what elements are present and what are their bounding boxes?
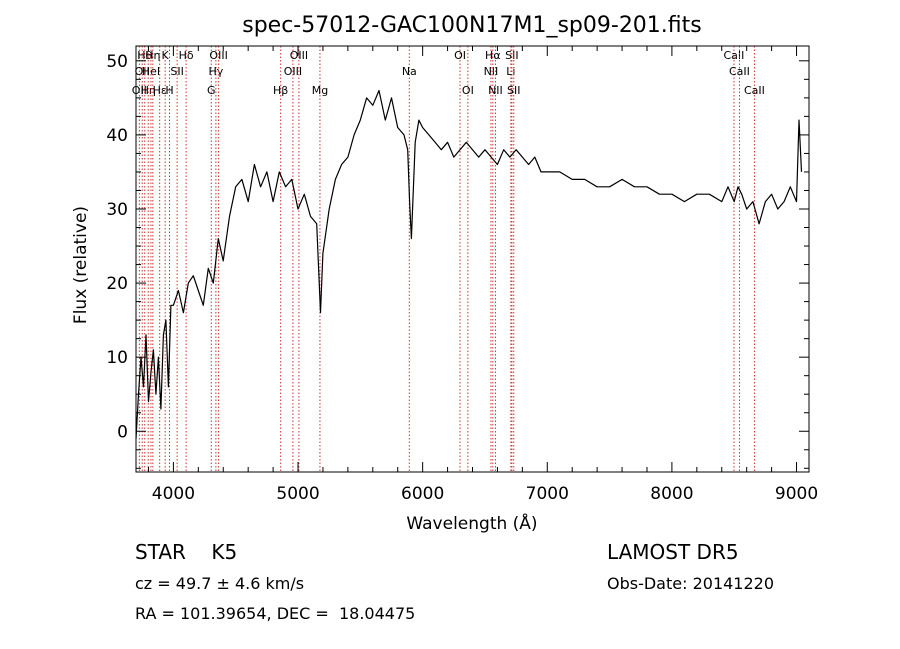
y-tick-label: 50 [106,52,128,72]
y-axis-label: Flux (relative) [71,206,91,324]
x-tick-label: 4000 [152,484,195,504]
line-marker-label: Hα [485,49,501,62]
line-marker-label: Li [506,65,515,78]
redshift-velocity: cz = 49.7 ± 4.6 km/s [135,574,305,593]
y-tick-label: 10 [106,348,128,368]
line-marker-label: G [207,84,216,97]
line-marker-label: Hε [153,84,167,97]
line-marker-label: NII [488,84,503,97]
line-marker-label: Na [402,65,417,78]
object-class: STAR K5 [135,540,237,564]
x-axis-label: Wavelength (Å) [406,512,537,534]
line-marker-label: Mg [312,84,328,97]
line-marker-label: OI [462,84,474,97]
x-tick-label: 9000 [775,484,818,504]
line-marker-label: SII [507,84,520,97]
plot-frame [135,45,810,473]
line-marker-label: OIII [209,49,227,62]
object-spacer [186,540,211,564]
line-marker-label: Hγ [208,65,223,78]
y-tick-label: 30 [106,200,128,220]
line-marker-label: SII [170,65,183,78]
line-marker-label: OII [135,65,150,78]
line-marker-label: Hη [141,84,156,97]
y-tick-label: 0 [117,422,128,442]
line-marker-label: Hθ [137,49,152,62]
x-tick-label: 7000 [526,484,569,504]
line-marker-label: OIII [284,65,302,78]
plot-area [135,89,803,439]
x-tick-label: 6000 [401,484,444,504]
line-marker-label: HeI [142,65,160,78]
x-tick-label: 5000 [276,484,319,504]
coordinates: RA = 101.39654, DEC = 18.04475 [135,604,416,623]
line-marker-label: Hδ [179,49,194,62]
survey-name: LAMOST DR5 [607,540,739,564]
chart-title: spec-57012-GAC100N17M1_sp09-201.fits [242,13,702,38]
line-marker-label: OIII [290,49,308,62]
line-marker-label: K [162,49,170,62]
line-marker-label: NII [484,65,499,78]
obs-date: Obs-Date: 20141220 [607,574,775,593]
line-marker-label: Hβ [273,84,288,97]
axes: 4000 5000 6000 7000 8000 9000 0 10 20 30 40 50 [106,45,818,504]
y-tick-label: 20 [106,274,128,294]
line-marker-label: CaII [724,49,745,62]
line-marker-label: SII [505,49,518,62]
object-subclass: K5 [211,540,238,564]
line-marker-label: H [165,84,173,97]
line-marker-label: OI [454,49,466,62]
line-marker-label: CaII [744,84,765,97]
x-tick-label: 8000 [650,484,693,504]
object-type: STAR [135,540,186,564]
y-tick-label: 40 [106,126,128,146]
line-marker-label: Hη [145,49,160,62]
spectrum-line [135,89,803,439]
line-markers: OIIOIIHθHηHeIHηHεKHSIIHδGHγOIIIHβOIIIOII… [132,46,765,472]
line-marker-label: CaII [729,65,750,78]
